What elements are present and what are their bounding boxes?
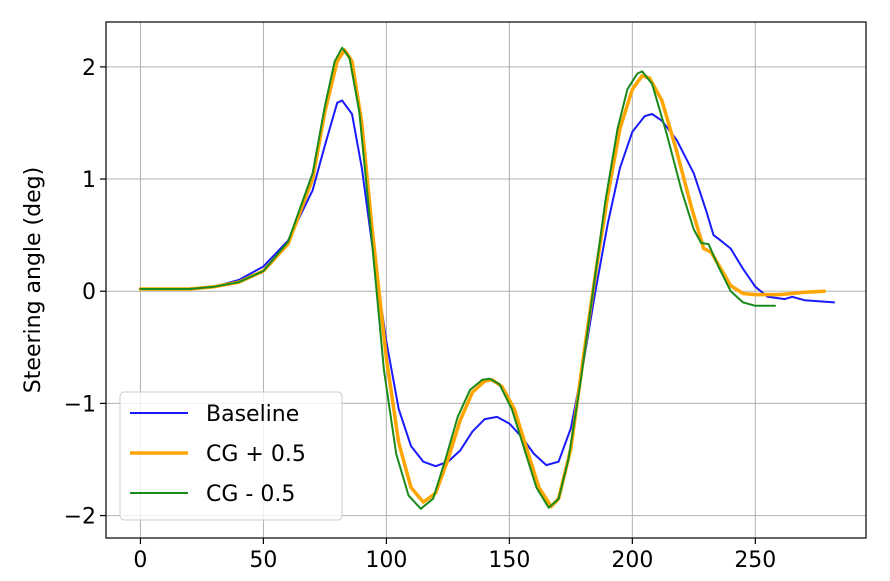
series-layer bbox=[138, 46, 835, 510]
y-tick-label: 2 bbox=[82, 56, 96, 81]
y-axis-label: Steering angle (deg) bbox=[21, 167, 46, 393]
x-tick-label: 250 bbox=[734, 548, 776, 573]
series-line-1 bbox=[138, 48, 826, 509]
x-axis: 0 50 100 150 200 250 bbox=[133, 538, 776, 573]
y-tick-label: −1 bbox=[64, 392, 96, 417]
x-tick-label: 200 bbox=[611, 548, 653, 573]
x-tick-label: 0 bbox=[133, 548, 147, 573]
x-tick-label: 100 bbox=[365, 548, 407, 573]
y-tick-label: 1 bbox=[82, 168, 96, 193]
legend-label-2: CG - 0.5 bbox=[206, 482, 295, 507]
plot-frame bbox=[105, 21, 867, 539]
x-tick-label: 50 bbox=[249, 548, 277, 573]
y-tick-label: 0 bbox=[82, 280, 96, 305]
legend-box bbox=[119, 391, 343, 521]
legend: Baseline CG + 0.5 CG - 0.5 bbox=[119, 391, 343, 521]
legend-label-0: Baseline bbox=[206, 402, 299, 427]
y-tick-label: −2 bbox=[64, 505, 96, 530]
series-line-2 bbox=[139, 46, 776, 510]
y-axis: −2 −1 0 1 2 bbox=[64, 56, 106, 530]
x-tick-label: 150 bbox=[488, 548, 530, 573]
legend-label-1: CG + 0.5 bbox=[206, 442, 306, 467]
